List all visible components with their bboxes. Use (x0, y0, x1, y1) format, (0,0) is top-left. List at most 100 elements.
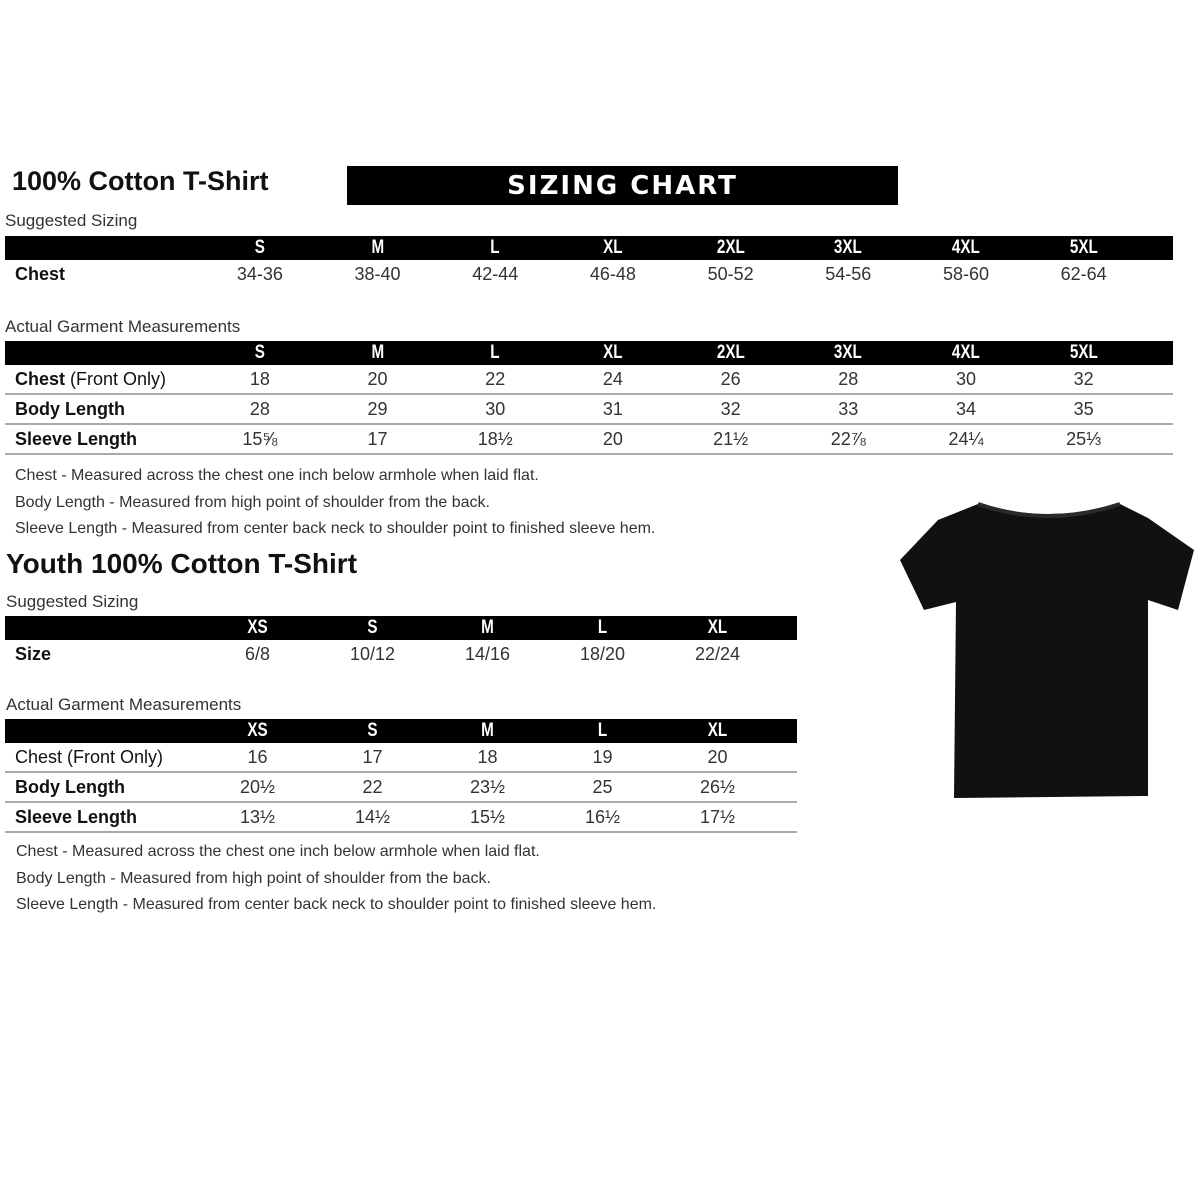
size-header-row: XS S M L XL (5, 719, 797, 743)
youth-notes: Chest - Measured across the chest one in… (16, 843, 656, 923)
row-label-text: Chest (Front Only) (15, 746, 164, 767)
cell-value: 22/24 (694, 643, 741, 664)
row-label-text: Body Length (15, 398, 125, 419)
cell-value: 20 (367, 368, 388, 389)
table-row: Body Length 28 29 30 31 32 33 34 35 (5, 395, 1173, 425)
row-label: Chest (5, 264, 201, 285)
size-header: 4XL (952, 342, 980, 363)
table-row: Chest (Front Only) 18 20 22 24 26 28 30 32 (5, 365, 1173, 395)
cell-value: 29 (367, 398, 388, 419)
size-header: L (597, 720, 608, 741)
cell-value: 14½ (354, 806, 391, 827)
cell-value: 18 (477, 746, 498, 767)
size-header-row: S M L XL 2XL 3XL 4XL 5XL (5, 341, 1173, 365)
cell-value: 42-44 (472, 263, 519, 284)
size-header: S (367, 617, 378, 638)
header-spacer (25, 616, 181, 640)
size-header: M (371, 237, 384, 258)
adult-suggested-table: S M L XL 2XL 3XL 4XL 5XL Chest 34-36 38-40 42-44 46-… (5, 236, 1173, 288)
measurement-note: Chest - Measured across the chest one in… (15, 467, 539, 484)
cell-value: 18 (249, 368, 270, 389)
cell-value: 21½ (713, 428, 749, 449)
row-label-suffix: (Front Only) (65, 368, 167, 389)
cell-value: 62-64 (1060, 263, 1107, 284)
row-label: Body Length (5, 777, 200, 798)
size-header: 3XL (834, 237, 863, 258)
size-header-row: XS S M L XL (5, 616, 797, 640)
table-row: Sleeve Length 15⅝ 17 18½ 20 21½ 22⅞ 24¼ 25⅓ (5, 425, 1173, 455)
cell-value: 28 (249, 398, 270, 419)
cell-value: 26 (720, 368, 741, 389)
cell-value: 15⅝ (242, 428, 278, 449)
row-label-text: Body Length (15, 776, 125, 797)
cell-value: 19 (592, 746, 613, 767)
size-header: M (481, 617, 494, 638)
youth-suggested-label: Suggested Sizing (6, 592, 139, 611)
cell-value: 6/8 (244, 643, 271, 664)
row-label-text: Chest (15, 263, 66, 284)
size-header: 4XL (952, 237, 980, 258)
size-header: XL (603, 237, 623, 258)
youth-suggested-table: XS S M L XL Size 6/8 10/12 14/16 18/20 22/24 (5, 616, 797, 668)
cell-value: 50-52 (707, 263, 754, 284)
header-spacer (25, 341, 182, 365)
cell-value: 30 (485, 398, 506, 419)
youth-actual-table: XS S M L XL Chest (Front Only) 16 17 18 19 20 Body … (5, 719, 797, 833)
adult-actual-table: S M L XL 2XL 3XL 4XL 5XL Chest (Front Only) 18 20 2… (5, 341, 1173, 455)
cell-value: 25⅓ (1066, 428, 1102, 449)
cell-value: 24 (602, 368, 623, 389)
cell-value: 58-60 (942, 263, 989, 284)
measurement-note: Sleeve Length - Measured from center bac… (15, 520, 656, 537)
cell-value: 38-40 (354, 263, 401, 284)
cell-value: 18½ (477, 428, 513, 449)
cell-value: 23½ (469, 776, 506, 797)
size-header: L (597, 617, 608, 638)
youth-title: Youth 100% Cotton T-Shirt (6, 548, 358, 579)
row-label-text: Sleeve Length (15, 428, 138, 449)
cell-value: 15½ (469, 806, 506, 827)
row-label: Sleeve Length (5, 807, 200, 828)
cell-value: 14/16 (464, 643, 511, 664)
size-header: 5XL (1069, 342, 1098, 363)
table-row: Sleeve Length 13½ 14½ 15½ 16½ 17½ (5, 803, 797, 833)
size-header: S (254, 237, 265, 258)
cell-value: 32 (1073, 368, 1094, 389)
size-header: 3XL (834, 342, 863, 363)
adult-suggested-label: Suggested Sizing (5, 211, 138, 230)
measurement-note: Body Length - Measured from high point o… (15, 493, 490, 511)
cell-value: 54-56 (825, 263, 872, 284)
size-header: 5XL (1069, 237, 1098, 258)
cell-value: 35 (1073, 398, 1094, 419)
cell-value: 34-36 (236, 263, 283, 284)
black-tshirt-icon (900, 502, 1194, 798)
row-label-text: Sleeve Length (15, 806, 138, 827)
cell-value: 17½ (699, 806, 736, 827)
size-header: 2XL (716, 237, 745, 258)
cell-value: 20 (707, 746, 728, 767)
row-label: Chest (Front Only) (5, 747, 200, 768)
row-label: Chest (Front Only) (5, 369, 201, 390)
size-header: S (367, 720, 378, 741)
cell-value: 17 (367, 428, 388, 449)
header-spacer (25, 719, 181, 743)
cell-value: 20 (602, 428, 623, 449)
cell-value: 28 (838, 368, 859, 389)
adult-title: 100% Cotton T-Shirt (12, 166, 269, 196)
table-row: Chest (Front Only) 16 17 18 19 20 (5, 743, 797, 773)
table-row: Size 6/8 10/12 14/16 18/20 22/24 (5, 640, 797, 668)
size-header: XL (707, 617, 728, 638)
size-header-row: S M L XL 2XL 3XL 4XL 5XL (5, 236, 1173, 260)
measurement-note: Chest - Measured across the chest one in… (16, 843, 540, 860)
cell-value: 20½ (239, 776, 276, 797)
table-row: Body Length 20½ 22 23½ 25 26½ (5, 773, 797, 803)
cell-value: 25 (592, 776, 613, 797)
cell-value: 10/12 (349, 643, 396, 664)
row-label-text: Chest (15, 368, 66, 389)
row-label: Sleeve Length (5, 429, 201, 450)
row-label: Body Length (5, 399, 201, 420)
size-header: XL (707, 720, 728, 741)
adult-notes: Chest - Measured across the chest one in… (15, 467, 655, 547)
cell-value: 46-48 (589, 263, 636, 284)
cell-value: 22 (485, 368, 506, 389)
